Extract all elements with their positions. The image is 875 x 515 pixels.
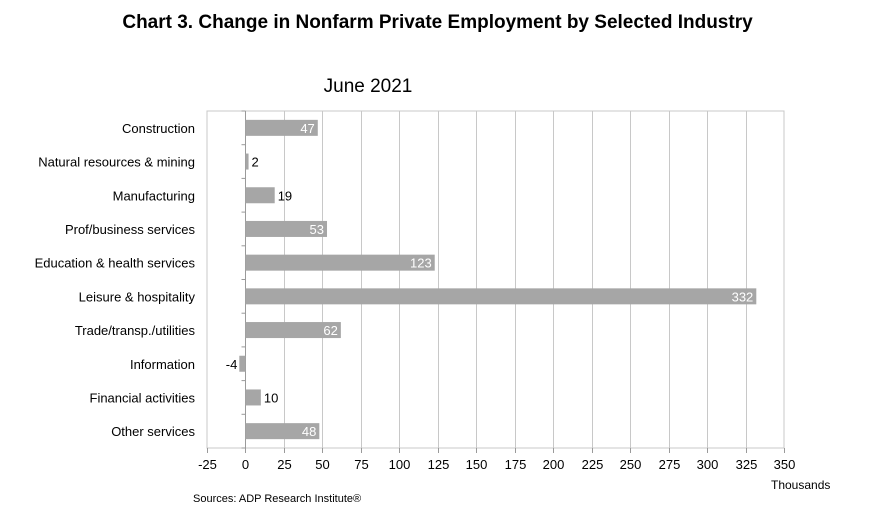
category-label: Financial activities bbox=[90, 390, 196, 405]
bar bbox=[245, 220, 328, 237]
category-label: Education & health services bbox=[35, 256, 196, 271]
bar bbox=[245, 254, 435, 271]
data-label: 48 bbox=[302, 424, 316, 439]
data-label: 123 bbox=[410, 256, 432, 271]
x-axis-units-label: Thousands bbox=[771, 478, 831, 492]
x-tick-label: 325 bbox=[736, 457, 758, 472]
bar bbox=[239, 355, 246, 372]
bar bbox=[245, 389, 261, 406]
chart-subtitle: June 2021 bbox=[323, 76, 413, 97]
x-tick-label: 100 bbox=[389, 457, 411, 472]
x-tick-label: 200 bbox=[543, 457, 565, 472]
plot-area-frame bbox=[206, 110, 785, 449]
data-label: 53 bbox=[310, 222, 324, 237]
bar bbox=[245, 288, 757, 305]
category-label: Construction bbox=[122, 121, 195, 136]
x-tick-label: 275 bbox=[659, 457, 681, 472]
x-tick-label: 350 bbox=[774, 457, 796, 472]
category-label: Natural resources & mining bbox=[38, 155, 195, 170]
x-tick-label: 175 bbox=[505, 457, 527, 472]
data-label: -4 bbox=[226, 357, 238, 372]
bar bbox=[245, 322, 341, 339]
chart-title: Chart 3. Change in Nonfarm Private Emplo… bbox=[122, 12, 753, 33]
source-note: Sources: ADP Research Institute® bbox=[193, 493, 362, 505]
bar bbox=[245, 423, 320, 440]
category-label: Prof/business services bbox=[65, 222, 196, 237]
category-label: Leisure & hospitality bbox=[79, 289, 196, 304]
data-label: 62 bbox=[323, 323, 337, 338]
category-label: Information bbox=[130, 357, 195, 372]
category-label: Trade/transp./utilities bbox=[75, 323, 196, 338]
data-label: 47 bbox=[300, 121, 314, 136]
data-label: 2 bbox=[252, 155, 259, 170]
x-tick-label: 125 bbox=[428, 457, 450, 472]
x-tick-label: 75 bbox=[354, 457, 368, 472]
bar bbox=[245, 187, 275, 204]
x-tick-label: 225 bbox=[582, 457, 604, 472]
x-tick-label: -25 bbox=[198, 457, 217, 472]
data-label: 10 bbox=[264, 390, 278, 405]
bar bbox=[245, 153, 249, 170]
bar bbox=[245, 119, 318, 136]
data-label: 332 bbox=[732, 289, 754, 304]
x-tick-label: 50 bbox=[315, 457, 329, 472]
x-tick-label: 250 bbox=[620, 457, 642, 472]
category-label: Other services bbox=[111, 424, 195, 439]
x-tick-label: 150 bbox=[466, 457, 488, 472]
x-tick-label: 0 bbox=[242, 457, 249, 472]
data-label: 19 bbox=[278, 188, 292, 203]
x-tick-label: 300 bbox=[697, 457, 719, 472]
x-tick-label: 25 bbox=[277, 457, 291, 472]
category-label: Manufacturing bbox=[113, 188, 195, 203]
